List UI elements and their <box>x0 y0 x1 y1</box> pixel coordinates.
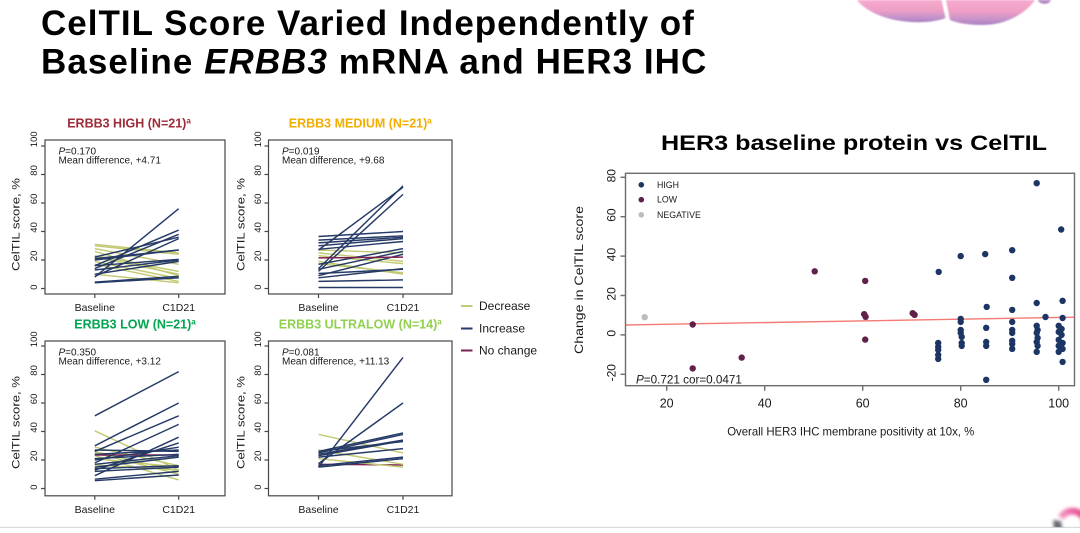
svg-text:P=0.350: P=0.350 <box>59 348 97 359</box>
svg-text:20: 20 <box>253 451 264 462</box>
svg-text:Baseline: Baseline <box>298 504 338 516</box>
svg-text:P=0.721 cor=0.0471: P=0.721 cor=0.0471 <box>636 374 742 387</box>
svg-text:80: 80 <box>954 397 968 411</box>
svg-text:40: 40 <box>29 422 40 433</box>
svg-text:Increase: Increase <box>479 322 525 336</box>
svg-text:CelTIL score, %: CelTIL score, % <box>11 376 23 469</box>
svg-text:100: 100 <box>253 331 264 347</box>
svg-text:ERBB3 LOW (N=21)a: ERBB3 LOW (N=21)a <box>74 318 196 332</box>
svg-text:CelTIL score, %: CelTIL score, % <box>236 178 248 271</box>
svg-text:60: 60 <box>605 208 619 222</box>
svg-text:Mean difference, +9.68: Mean difference, +9.68 <box>282 155 385 166</box>
svg-text:HER3 baseline protein vs CelTI: HER3 baseline protein vs CelTIL <box>661 132 1047 155</box>
svg-text:ERBB3 MEDIUM (N=21)a: ERBB3 MEDIUM (N=21)a <box>289 117 433 131</box>
svg-text:NEGATIVE: NEGATIVE <box>657 210 701 220</box>
svg-text:20: 20 <box>29 251 40 262</box>
svg-text:C1D21: C1D21 <box>162 302 195 314</box>
svg-text:HIGH: HIGH <box>657 180 679 190</box>
svg-text:0: 0 <box>29 484 40 489</box>
svg-text:P=0.081: P=0.081 <box>282 348 320 359</box>
svg-text:40: 40 <box>253 222 264 233</box>
svg-text:20: 20 <box>605 287 619 301</box>
svg-text:Change in CelTIL score: Change in CelTIL score <box>572 206 586 354</box>
svg-text:Overall HER3 IHC membrane posi: Overall HER3 IHC membrane positivity at … <box>727 425 974 439</box>
svg-text:80: 80 <box>29 165 40 176</box>
svg-text:ERBB3 HIGH (N=21)a: ERBB3 HIGH (N=21)a <box>67 117 191 131</box>
svg-text:Baseline: Baseline <box>298 302 338 314</box>
svg-text:0: 0 <box>605 330 619 337</box>
svg-text:80: 80 <box>29 365 40 376</box>
svg-text:40: 40 <box>605 248 619 262</box>
svg-text:60: 60 <box>29 194 40 205</box>
svg-text:100: 100 <box>253 131 264 147</box>
svg-text:100: 100 <box>1048 397 1069 411</box>
svg-text:20: 20 <box>29 451 40 462</box>
svg-text:40: 40 <box>29 222 40 233</box>
svg-text:CelTIL Score Varied Independen: CelTIL Score Varied Independently of <box>41 4 695 43</box>
svg-text:Baseline ERBB3 mRNA and HER3 I: Baseline ERBB3 mRNA and HER3 IHC <box>41 43 707 82</box>
svg-text:60: 60 <box>856 397 870 411</box>
svg-text:Decrease: Decrease <box>479 299 531 313</box>
svg-text:0: 0 <box>29 284 40 289</box>
svg-text:ERBB3 ULTRALOW (N=14)a: ERBB3 ULTRALOW (N=14)a <box>279 318 442 332</box>
svg-text:C1D21: C1D21 <box>387 302 420 314</box>
svg-text:C1D21: C1D21 <box>387 504 420 516</box>
svg-text:60: 60 <box>253 394 264 405</box>
svg-text:LOW: LOW <box>657 195 678 205</box>
svg-text:Mean difference, +3.12: Mean difference, +3.12 <box>59 356 162 367</box>
svg-text:Baseline: Baseline <box>75 302 115 314</box>
svg-text:CelTIL score, %: CelTIL score, % <box>11 178 23 271</box>
svg-text:P=0.019: P=0.019 <box>282 147 320 158</box>
svg-text:100: 100 <box>29 331 40 347</box>
svg-text:CelTIL score, %: CelTIL score, % <box>236 376 248 469</box>
svg-text:100: 100 <box>29 131 40 147</box>
svg-text:20: 20 <box>253 251 264 262</box>
svg-text:80: 80 <box>605 169 619 183</box>
svg-text:60: 60 <box>29 394 40 405</box>
svg-text:No change: No change <box>479 344 537 358</box>
svg-text:Baseline: Baseline <box>75 504 115 516</box>
svg-text:40: 40 <box>253 422 264 433</box>
svg-text:80: 80 <box>253 365 264 376</box>
svg-text:40: 40 <box>758 397 772 411</box>
svg-text:80: 80 <box>253 165 264 176</box>
svg-text:0: 0 <box>253 284 264 289</box>
svg-text:Mean difference, +11.13: Mean difference, +11.13 <box>282 356 390 367</box>
svg-text:-20: -20 <box>605 364 619 382</box>
svg-text:Mean difference, +4.71: Mean difference, +4.71 <box>59 155 162 166</box>
svg-text:C1D21: C1D21 <box>162 504 195 516</box>
svg-text:20: 20 <box>660 397 674 411</box>
svg-text:0: 0 <box>253 484 264 489</box>
svg-text:P=0.170: P=0.170 <box>59 147 97 158</box>
svg-text:60: 60 <box>253 194 264 205</box>
